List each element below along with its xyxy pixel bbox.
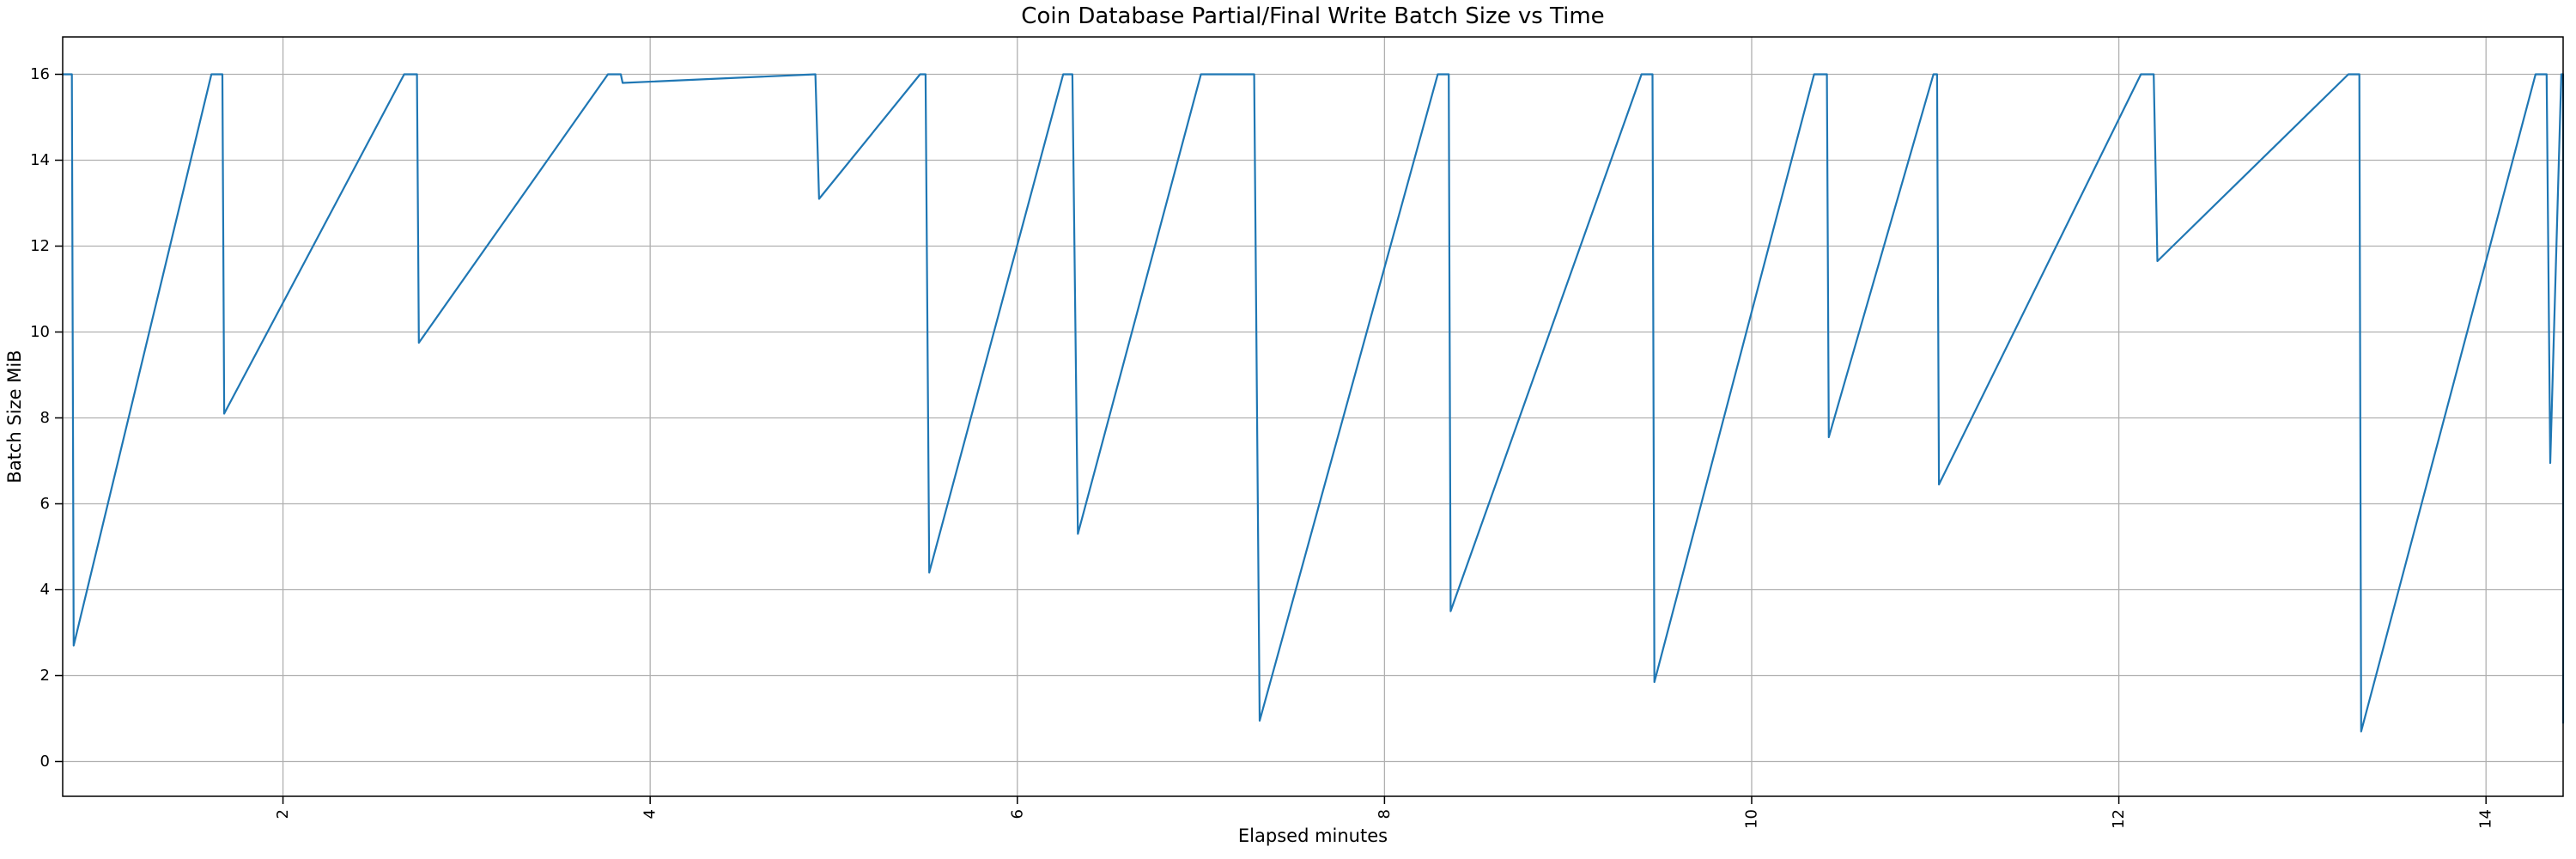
chart-title: Coin Database Partial/Final Write Batch …	[1021, 3, 1604, 29]
data-layer	[61, 73, 2565, 733]
y-tick-label: 16	[30, 65, 50, 83]
x-tick-label: 10	[1742, 809, 1760, 829]
y-tick-label: 10	[30, 323, 50, 341]
y-tick-label: 12	[30, 237, 50, 255]
x-tick-label: 8	[1376, 809, 1394, 819]
data-series-line-batch-size	[61, 73, 2565, 733]
axes-spines	[62, 36, 2564, 797]
y-tick-label: 2	[40, 667, 50, 685]
y-axis-label: Batch Size MiB	[4, 350, 25, 483]
grid-layer	[63, 37, 2563, 796]
tick-layer: 2 4 6 8 10 12 14 0 2 4 6 8 10 12 14 16	[30, 65, 2495, 829]
y-tick-label: 6	[40, 495, 50, 513]
plot-border	[62, 36, 2564, 797]
x-axis-label: Elapsed minutes	[1238, 825, 1388, 846]
x-tick-label: 6	[1008, 809, 1026, 819]
y-tick-label: 4	[40, 581, 50, 599]
y-tick-label: 0	[40, 752, 50, 771]
y-tick-label: 8	[40, 409, 50, 427]
x-tick-label: 2	[274, 809, 292, 819]
y-tick-label: 14	[30, 151, 50, 169]
x-tick-label: 14	[2477, 809, 2495, 829]
x-tick-label: 4	[641, 809, 659, 819]
x-tick-label: 12	[2110, 809, 2128, 829]
